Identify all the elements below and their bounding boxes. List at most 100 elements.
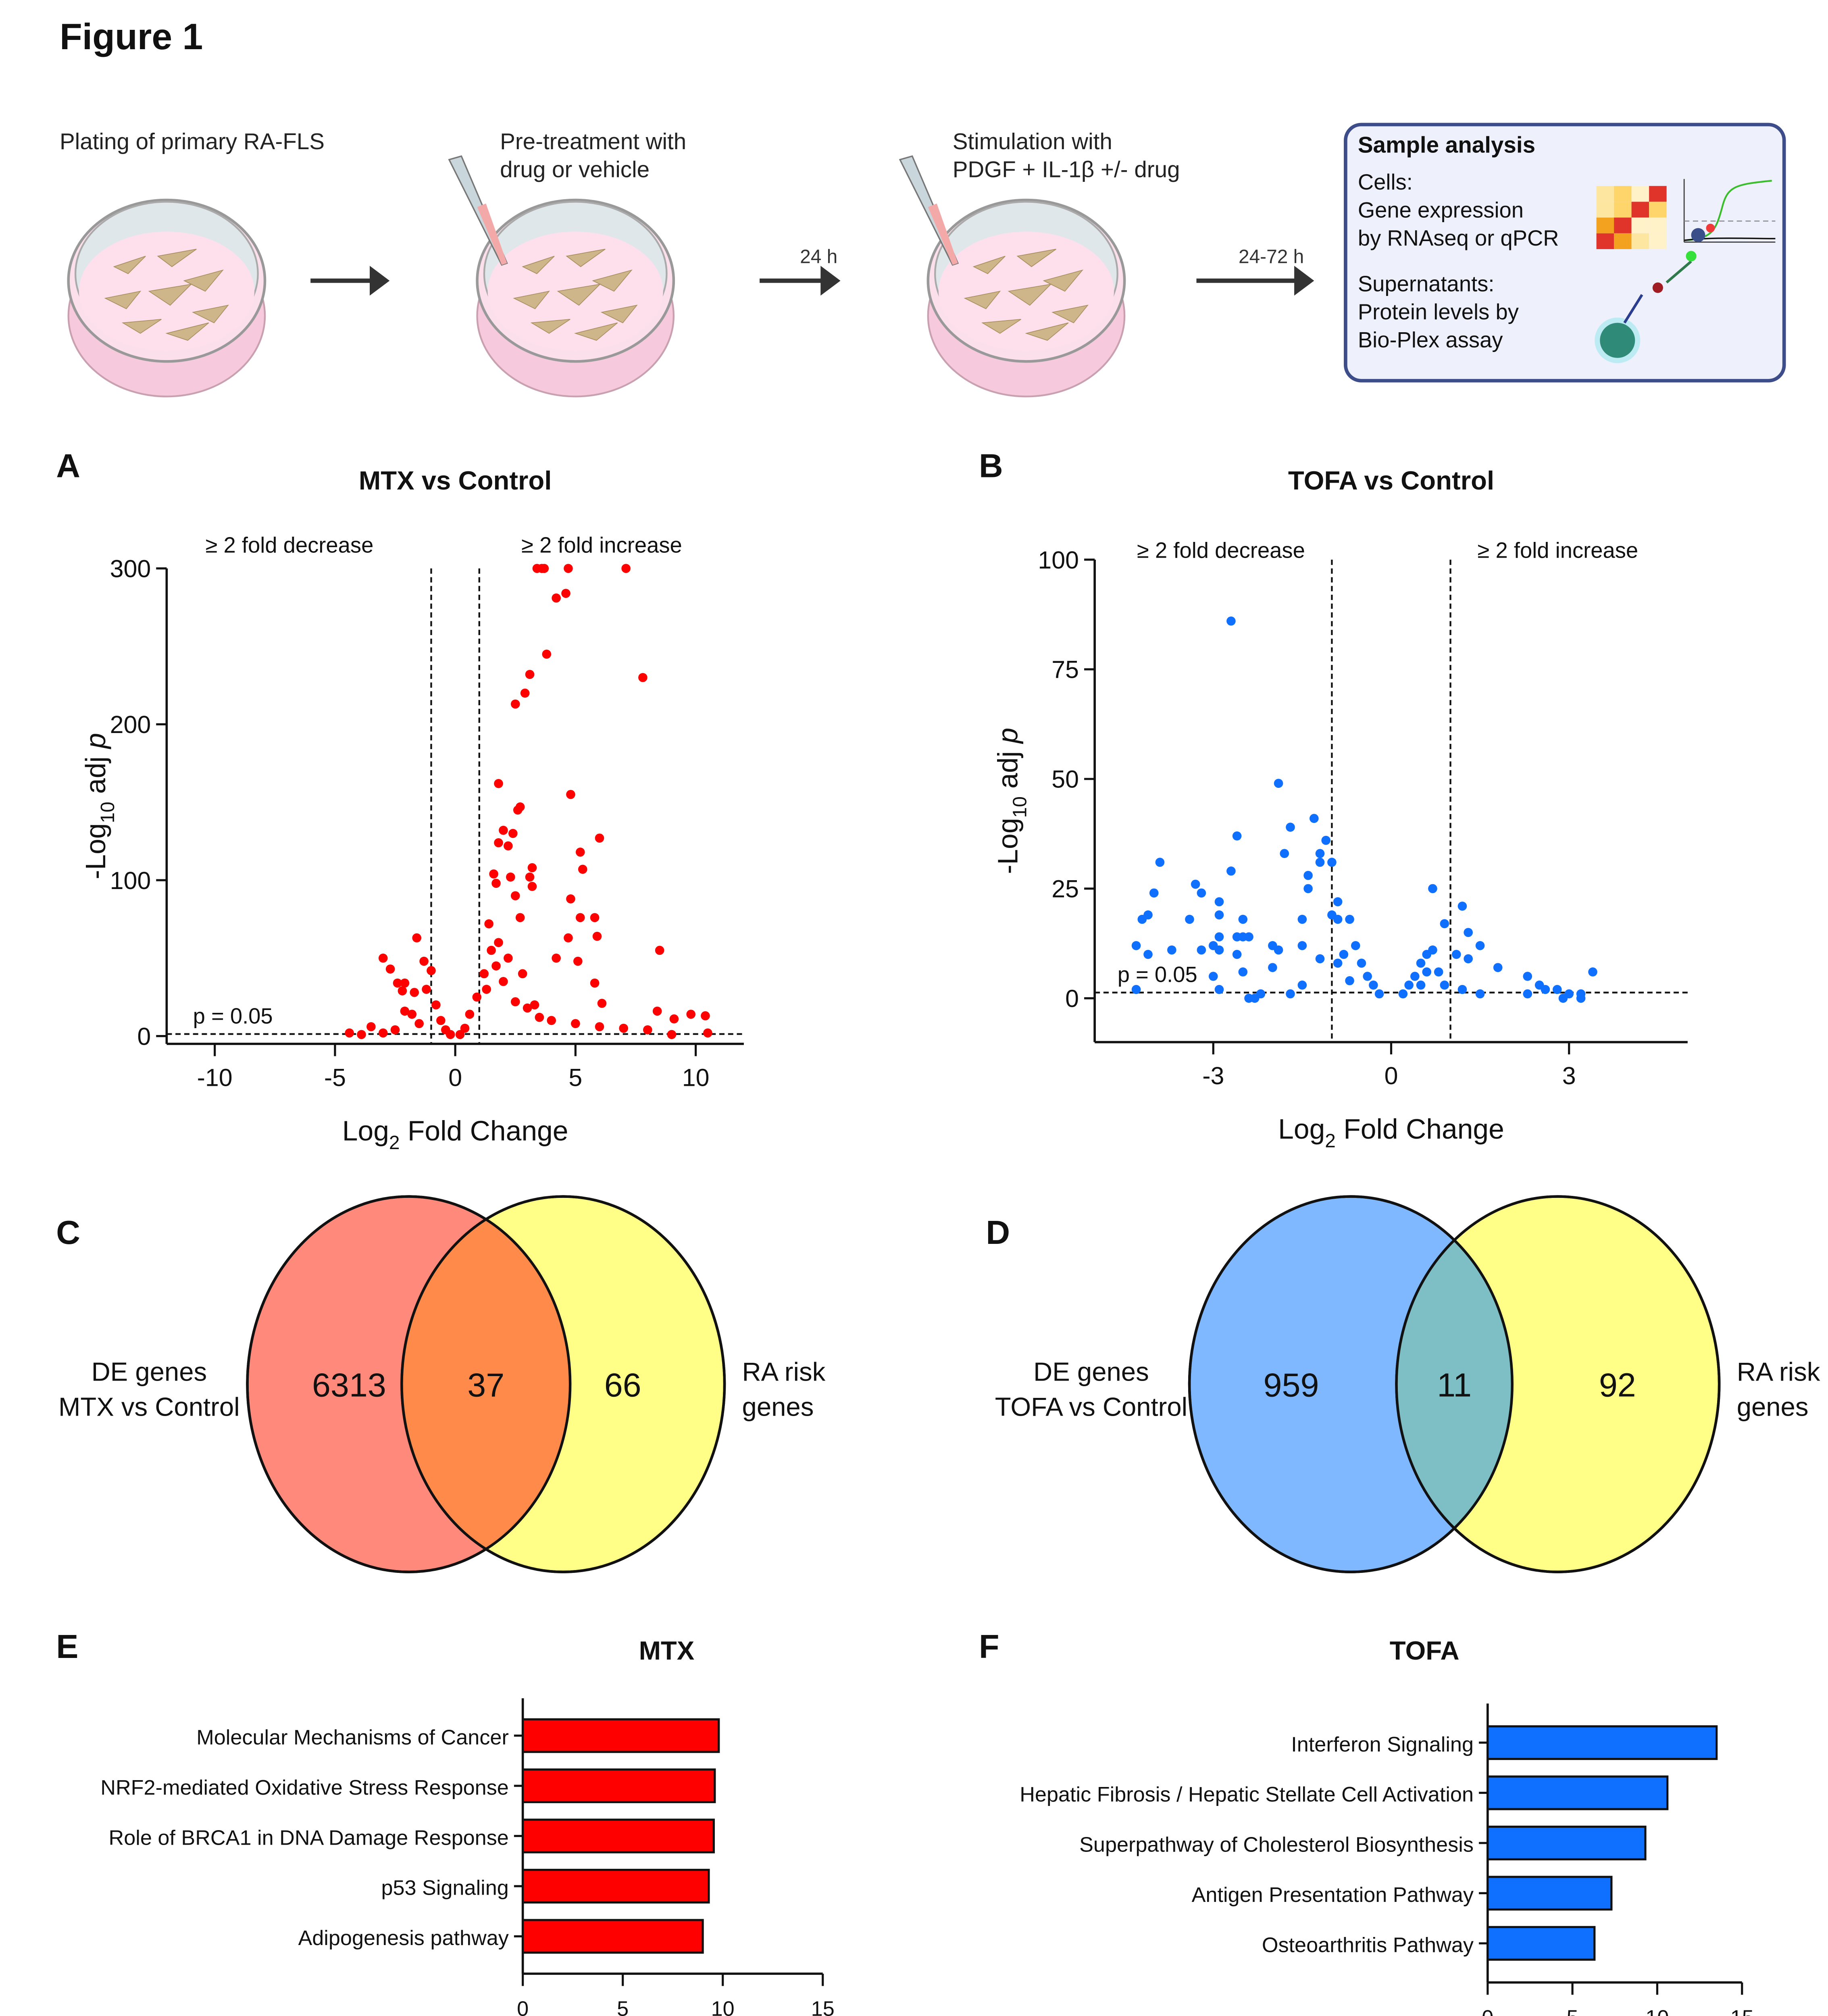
data-point (1333, 958, 1343, 968)
data-point (1297, 941, 1307, 950)
bar (522, 1868, 710, 1904)
data-point (527, 882, 537, 891)
data-point (357, 1030, 366, 1039)
x-tick-label: 10 (1645, 2006, 1669, 2016)
bar (1487, 1775, 1669, 1810)
y-axis-label: -Log10 adj p (992, 728, 1031, 874)
data-point (1137, 914, 1147, 924)
data-point (378, 954, 388, 963)
arrow-icon (310, 266, 390, 296)
data-point (1232, 831, 1242, 841)
data-point (1333, 914, 1343, 924)
data-point (510, 891, 520, 900)
data-point (1303, 871, 1313, 880)
y-tick-label: 200 (110, 711, 151, 738)
x-tick-label: -10 (197, 1064, 233, 1091)
data-point (1552, 985, 1562, 994)
data-point (407, 1010, 417, 1019)
data-point (366, 1022, 376, 1031)
data-point (1321, 835, 1331, 845)
sup-line1: Protein levels by (1357, 300, 1519, 325)
data-point (1464, 928, 1473, 937)
data-point (1274, 945, 1283, 955)
panel-letter-e: E (56, 1630, 79, 1667)
data-point (530, 1000, 539, 1010)
data-point (590, 978, 600, 988)
data-point (427, 966, 436, 975)
data-point (1351, 941, 1360, 950)
data-point (518, 969, 527, 979)
data-point (515, 913, 525, 923)
data-point (479, 969, 489, 979)
y-tick-label: 100 (110, 867, 151, 894)
data-point (431, 1000, 441, 1010)
data-point (669, 1014, 679, 1024)
data-point (472, 992, 482, 1002)
cells-heading: Cells: (1357, 170, 1413, 195)
y-tick-label: 25 (1051, 875, 1079, 903)
x-tick-label: 0 (1385, 1062, 1398, 1089)
venn-count-right: 66 (604, 1366, 641, 1404)
category-label: NRF2-mediated Oxidative Stress Response (100, 1776, 509, 1799)
sample-analysis-title: Sample analysis (1357, 131, 1536, 158)
data-point (482, 985, 491, 994)
bar (522, 1768, 716, 1804)
bar (522, 1818, 715, 1854)
data-point (1155, 858, 1165, 867)
data-point (1214, 945, 1224, 955)
data-point (1398, 989, 1408, 999)
data-point (1315, 858, 1325, 867)
data-point (655, 946, 664, 955)
y-axis-label: -Log10 adj p (80, 733, 119, 879)
data-point (1274, 779, 1283, 788)
data-point (1440, 980, 1449, 990)
data-point (398, 986, 407, 996)
category-label: Osteoarthritis Pathway (1262, 1934, 1474, 1957)
venn-diagram-C: 6313 37 66 DE genes MTX vs Control RA risk gen… (58, 1195, 826, 1573)
data-point (643, 1025, 652, 1035)
data-point (1232, 950, 1242, 959)
data-point (552, 593, 561, 603)
x-tick-label: 10 (711, 1997, 735, 2016)
data-point (575, 848, 585, 857)
data-point (535, 1012, 544, 1022)
data-point (539, 564, 549, 573)
data-point (701, 1011, 710, 1020)
data-point (489, 869, 498, 879)
data-point (527, 863, 537, 873)
venn-overlap (402, 1196, 570, 1572)
data-point (1185, 914, 1194, 924)
supernatants-text: Supernatants: Protein levels by Bio-Plex… (1358, 270, 1519, 354)
y-tick-label: 50 (1051, 766, 1079, 793)
volcano-plot-B: TOFA vs Control 0 25 50 75 100 -3 0 3 ≥ 2 fold de… (992, 466, 1688, 1152)
category-label: Hepatic Fibrosis / Hepatic Stellate Cell… (1020, 1783, 1474, 1806)
data-point (1333, 897, 1343, 906)
pipette-icon (899, 155, 959, 266)
category-label: Molecular Mechanisms of Cancer (196, 1726, 509, 1749)
x-tick-label: 5 (568, 1064, 582, 1091)
bar-chart-F: TOFA 0 5 10 15 Interferon Signaling Hepatic Fi… (1020, 1636, 1754, 2016)
data-point (385, 964, 395, 974)
venn-outline (1188, 1195, 1514, 1573)
data-point (1369, 980, 1378, 990)
panel-letter-f: F (979, 1630, 999, 1667)
data-point (1339, 950, 1349, 959)
data-point (561, 589, 570, 598)
data-point (1374, 989, 1384, 999)
arrow-3-label: 24-72 h (1238, 247, 1304, 269)
x-tick-label: 10 (682, 1064, 710, 1091)
data-point (446, 1030, 455, 1039)
bar-chart-E: MTX 0 5 10 15 Molecular Mechanisms of Cancer N… (100, 1636, 834, 2016)
data-point (564, 564, 573, 573)
annotation-increase: ≥ 2 fold increase (521, 533, 682, 558)
x-tick-label: -3 (1202, 1062, 1224, 1089)
data-point (1238, 967, 1248, 977)
data-point (510, 997, 520, 1006)
data-point (1404, 980, 1414, 990)
data-point (1422, 950, 1432, 959)
data-point (1345, 914, 1354, 924)
data-point (436, 1016, 446, 1025)
venn-count-left: 959 (1264, 1366, 1319, 1404)
data-point (595, 833, 604, 843)
x-tick-label: 5 (1567, 2006, 1578, 2016)
